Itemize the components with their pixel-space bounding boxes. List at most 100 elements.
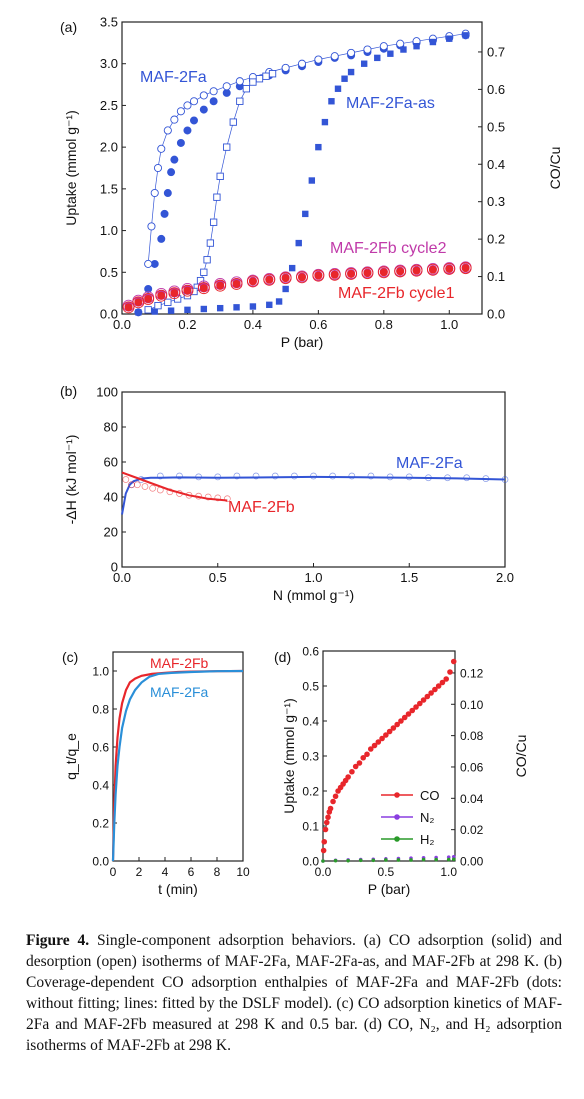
data-point [322,826,329,833]
y-tick-label: 80 [104,420,118,435]
data-point [462,32,469,39]
data-point [229,118,237,126]
data-point [176,472,183,480]
panel-label: (a) [60,19,77,35]
figure-caption: Figure 4. Single-component adsorption be… [26,930,562,1056]
data-point [463,474,471,482]
data-point [346,858,350,863]
data-point [327,805,334,812]
series-maf-2fa-dots [128,472,509,489]
data-point [183,126,192,135]
data-point [183,286,192,295]
data-point [360,60,368,67]
data-point [334,85,342,92]
data-point [157,144,166,153]
data-point [321,859,325,863]
data-point [232,279,241,288]
data-point [149,484,156,492]
data-point [348,472,356,480]
y-tick-label: 0.3 [302,750,319,764]
data-point [417,700,423,707]
data-point-ring [155,289,168,302]
data-point-ring [345,268,358,280]
x-tick-label: 10 [236,865,250,879]
data-point-ring [459,262,472,275]
data-point [405,473,413,481]
data-point [216,304,224,312]
data-point [249,303,257,310]
y-tick-label: 0.4 [92,779,109,793]
data-point [213,193,221,201]
y-tick-label: 0.6 [302,645,319,659]
data-point [341,75,348,82]
y-tick-label: 0.2 [302,785,319,799]
data-point-ring [246,275,259,288]
data-point [147,222,156,231]
y2-tick-label: 0.1 [487,269,505,284]
y-tick-label: 0.5 [302,680,319,694]
data-point [206,239,215,247]
series-maf-2fa-fit [121,475,506,515]
data-point [214,473,222,481]
y-tick-label: 0.0 [302,855,319,869]
data-point [405,711,412,717]
data-point [390,725,397,731]
data-point [195,473,202,481]
data-point [200,268,208,276]
data-point [170,115,179,124]
data-point [255,75,264,83]
data-point [160,209,169,218]
data-point-ring [426,263,439,276]
data-point-ring [377,266,390,279]
y-tick-label: 100 [96,385,118,400]
data-point [379,735,385,742]
x-tick-label: 0.2 [178,317,196,332]
data-point [461,264,470,273]
data-point [163,189,172,198]
legend-label: H₂ [420,832,434,847]
data-point [321,838,328,845]
data-point [413,42,420,50]
data-point [157,291,166,300]
legend-marker [394,836,400,842]
x-tick-label: 0.8 [375,317,393,332]
y-axis-label: Uptake (mmol g⁻¹) [63,110,79,226]
data-point-ring [181,284,194,297]
data-point [375,739,382,745]
panel-label: (c) [62,649,78,665]
plot-frame [322,650,456,862]
data-point [347,48,356,57]
label-maf-2fa: MAF-2Fa [396,455,463,472]
data-point [249,78,257,86]
y-axis-label: -ΔH (kJ mol⁻¹) [63,435,79,525]
data-point [424,693,431,700]
data-point [445,264,454,273]
data-point [387,50,394,57]
data-point [223,495,231,503]
data-point [347,269,356,278]
series-maf-2fa [111,669,244,862]
data-point-ring [230,278,243,290]
data-point [151,308,158,315]
x-tick-label: 4 [162,865,169,879]
data-point [320,847,327,854]
label-maf-2fb-cycle1: MAF-2Fb cycle1 [338,285,455,302]
data-point [447,669,453,675]
plot-frame [112,651,244,862]
data-point [176,107,185,116]
data-point [204,493,212,501]
data-point [137,476,145,483]
x-tick-label: 0.5 [378,865,395,879]
data-point [157,234,166,243]
data-point [184,306,191,314]
data-point [349,768,355,775]
data-point [379,268,388,277]
data-point [367,472,375,480]
data-point [412,266,421,275]
data-point [189,116,198,125]
data-point [134,298,143,307]
data-point [156,486,164,494]
data-point-ring [214,279,227,292]
data-point-ring [122,301,135,314]
data-point [163,126,172,135]
